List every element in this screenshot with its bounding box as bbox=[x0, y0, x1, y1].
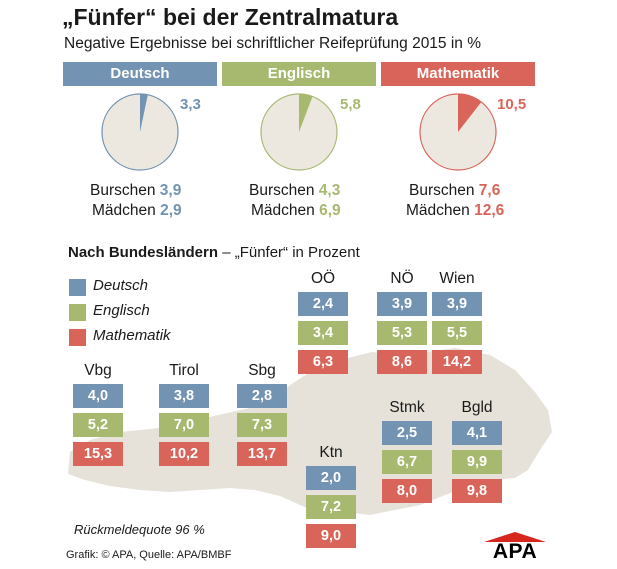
pie-deutsch bbox=[100, 92, 180, 172]
burschen-value: 4,3 bbox=[318, 182, 341, 199]
value-deutsch: 4,0 bbox=[73, 384, 123, 408]
pie-englisch bbox=[259, 92, 339, 172]
legend-swatch-englisch bbox=[69, 304, 86, 321]
value-mathematik: 6,3 bbox=[298, 350, 348, 374]
burschen-line-mathematik: Burschen 7,6 bbox=[409, 182, 501, 199]
value-englisch: 7,0 bbox=[159, 413, 209, 437]
pie-slice-mathematik bbox=[458, 94, 482, 132]
value-deutsch: 3,8 bbox=[159, 384, 209, 408]
value-englisch: 7,2 bbox=[306, 495, 356, 519]
pie-mathematik bbox=[418, 92, 498, 172]
source-credit: Grafik: © APA, Quelle: APA/BMBF bbox=[66, 549, 232, 561]
value-mathematik: 9,8 bbox=[452, 479, 502, 503]
region-name: OÖ bbox=[310, 270, 336, 287]
region-name: Ktn bbox=[319, 444, 343, 461]
burschen-line-englisch: Burschen 4,3 bbox=[249, 182, 341, 199]
value-mathematik: 13,7 bbox=[237, 442, 287, 466]
burschen-line-deutsch: Burschen 3,9 bbox=[90, 182, 182, 199]
value-deutsch: 2,8 bbox=[237, 384, 287, 408]
burschen-value: 7,6 bbox=[478, 182, 501, 199]
apa-logo-roof bbox=[484, 532, 546, 542]
region-name: Vbg bbox=[84, 362, 112, 379]
legend-label-mathematik: Mathematik bbox=[93, 327, 171, 344]
pie-value-englisch: 5,8 bbox=[340, 96, 361, 113]
value-englisch: 7,3 bbox=[237, 413, 287, 437]
value-englisch: 5,5 bbox=[432, 321, 482, 345]
subject-header-mathematik: Mathematik bbox=[381, 62, 535, 86]
value-englisch: 6,7 bbox=[382, 450, 432, 474]
maedchen-value: 2,9 bbox=[160, 202, 182, 219]
value-mathematik: 9,0 bbox=[306, 524, 356, 548]
value-englisch: 3,4 bbox=[298, 321, 348, 345]
region-name: Bgld bbox=[461, 399, 493, 416]
apa-logo-text: APA bbox=[492, 540, 538, 563]
subject-header-deutsch: Deutsch bbox=[63, 62, 217, 86]
value-mathematik: 8,0 bbox=[382, 479, 432, 503]
pie-outline bbox=[419, 93, 497, 171]
value-deutsch: 2,5 bbox=[382, 421, 432, 445]
pie-outline bbox=[101, 93, 179, 171]
maedchen-line-deutsch: Mädchen 2,9 bbox=[92, 202, 182, 219]
subject-header-englisch: Englisch bbox=[222, 62, 376, 86]
maedchen-line-englisch: Mädchen 6,9 bbox=[251, 202, 341, 219]
value-deutsch: 3,9 bbox=[432, 292, 482, 316]
burschen-value: 3,9 bbox=[159, 182, 182, 199]
value-englisch: 5,2 bbox=[73, 413, 123, 437]
pie-slice-deutsch bbox=[140, 94, 148, 132]
value-deutsch: 3,9 bbox=[377, 292, 427, 316]
value-mathematik: 14,2 bbox=[432, 350, 482, 374]
maedchen-value: 12,6 bbox=[474, 202, 505, 219]
value-mathematik: 8,6 bbox=[377, 350, 427, 374]
region-name: Wien bbox=[439, 270, 475, 287]
response-rate-note: Rückmeldequote 96 % bbox=[74, 522, 205, 537]
pie-value-mathematik: 10,5 bbox=[497, 96, 527, 113]
pie-outline bbox=[260, 93, 338, 171]
apa-logo: APA bbox=[484, 532, 546, 565]
value-englisch: 5,3 bbox=[377, 321, 427, 345]
chart-subtitle: Negative Ergebnisse bei schriftlicher Re… bbox=[64, 35, 482, 52]
pie-value-deutsch: 3,3 bbox=[180, 96, 201, 113]
pie-slice-englisch bbox=[299, 94, 313, 132]
legend-swatch-mathematik bbox=[69, 329, 86, 346]
legend-label-deutsch: Deutsch bbox=[93, 277, 149, 294]
chart-title: „Fünfer“ bei der Zentralmatura bbox=[62, 4, 399, 30]
value-englisch: 9,9 bbox=[452, 450, 502, 474]
maedchen-value: 6,9 bbox=[319, 202, 341, 219]
value-deutsch: 2,0 bbox=[306, 466, 356, 490]
value-mathematik: 10,2 bbox=[159, 442, 209, 466]
maedchen-line-mathematik: Mädchen 12,6 bbox=[406, 202, 505, 219]
legend-label-englisch: Englisch bbox=[93, 302, 150, 319]
value-mathematik: 15,3 bbox=[73, 442, 123, 466]
value-deutsch: 2,4 bbox=[298, 292, 348, 316]
region-name: Tirol bbox=[169, 362, 199, 379]
region-name: Sbg bbox=[248, 362, 276, 379]
section-title: Nach Bundesländern – „Fünfer“ in Prozent bbox=[68, 244, 360, 261]
value-deutsch: 4,1 bbox=[452, 421, 502, 445]
region-name: Stmk bbox=[389, 399, 425, 416]
legend-swatch-deutsch bbox=[69, 279, 86, 296]
region-name: NÖ bbox=[390, 270, 414, 287]
